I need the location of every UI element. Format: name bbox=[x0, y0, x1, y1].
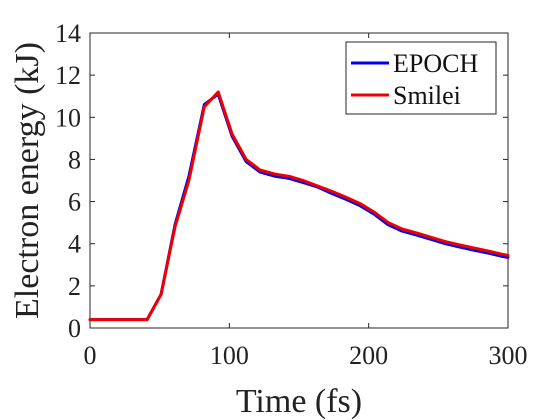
legend-label-epoch: EPOCH bbox=[393, 49, 478, 78]
y-tick-label-12: 12 bbox=[55, 61, 81, 90]
y-tick-label-0: 0 bbox=[68, 314, 81, 343]
y-tick-label-14: 14 bbox=[55, 19, 81, 48]
y-tick-label-10: 10 bbox=[55, 103, 81, 132]
plot-frame bbox=[89, 32, 509, 329]
plot-area bbox=[89, 32, 509, 329]
x-tick-label-300: 300 bbox=[489, 341, 528, 370]
axis-ticks bbox=[89, 32, 509, 329]
x-tick-label-200: 200 bbox=[349, 341, 388, 370]
legend-box bbox=[345, 41, 497, 115]
legend-label-smilei: Smilei bbox=[393, 81, 461, 110]
x-tick-label-0: 0 bbox=[84, 341, 97, 370]
y-tick-label-6: 6 bbox=[68, 188, 81, 217]
x-tick-label-100: 100 bbox=[210, 341, 249, 370]
y-axis-title: Electron energy (kJ) bbox=[9, 42, 46, 319]
y-tick-label-2: 2 bbox=[68, 272, 81, 301]
y-tick-label-4: 4 bbox=[68, 230, 81, 259]
legend: EPOCH Smilei bbox=[345, 41, 497, 115]
series-line-epoch bbox=[88, 92, 510, 322]
series-lines bbox=[88, 90, 510, 322]
x-axis-title: Time (fs) bbox=[236, 383, 362, 420]
series-line-smilei bbox=[88, 90, 510, 322]
y-tick-label-8: 8 bbox=[68, 145, 81, 174]
axis-tick-labels: 0 100 200 300 0 2 4 6 8 10 12 14 bbox=[55, 19, 528, 370]
